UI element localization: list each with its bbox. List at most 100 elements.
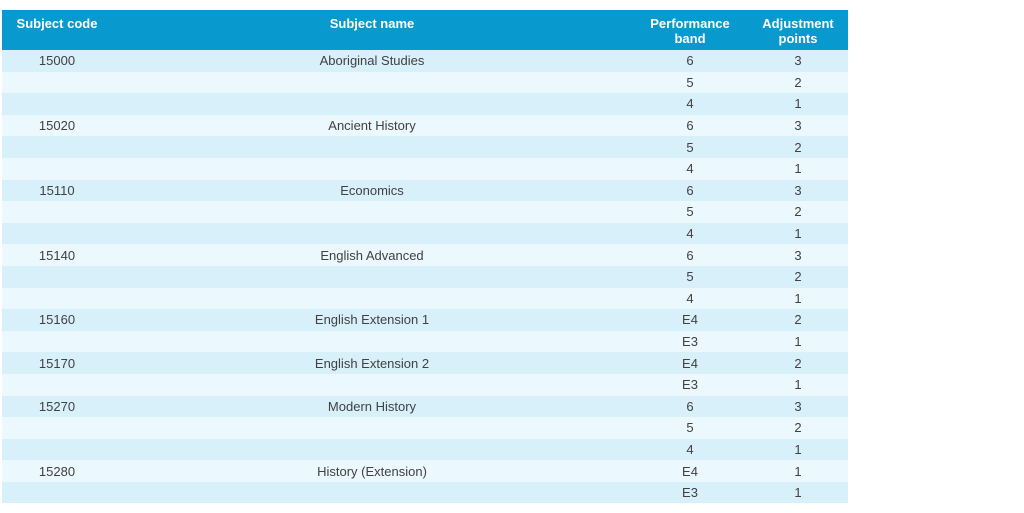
performance-band-cell: 6 [686, 118, 694, 134]
column-header-subject-code: Subject code [2, 10, 112, 50]
subject-name-cell [112, 374, 632, 396]
subject-code-cell [2, 223, 112, 245]
table-row: 15000 Aboriginal Studies 6 3 [2, 50, 848, 72]
subject-name-cell [112, 158, 632, 180]
adjustment-points-cell: 3 [794, 247, 802, 263]
adjustment-points-cell: 3 [794, 118, 802, 134]
performance-band-cell: 5 [686, 269, 694, 285]
table-row: E3 1 [2, 373, 848, 396]
subject-name-cell [112, 482, 632, 504]
subject-code-cell: 15140 [38, 247, 76, 263]
table-row: 15160 English Extension 1 E4 2 [2, 309, 848, 331]
subject-code-cell [2, 417, 112, 439]
subject-name-cell [112, 288, 632, 310]
subject-code-cell [2, 201, 112, 223]
performance-band-cell: E4 [682, 355, 698, 371]
subject-name-cell: Aboriginal Studies [319, 53, 425, 69]
performance-band-cell: E3 [682, 377, 698, 393]
subject-name-cell: Ancient History [328, 118, 416, 134]
subject-name-cell [112, 136, 632, 158]
performance-band-cell: E4 [682, 463, 698, 479]
table-header: Subject code Subject name Performance ba… [2, 10, 848, 50]
subject-name-cell [112, 331, 632, 353]
performance-band-cell: 4 [686, 96, 694, 112]
subject-code-cell: 15270 [38, 398, 76, 414]
performance-band-cell: 4 [686, 161, 694, 177]
adjustment-points-cell: 3 [794, 53, 802, 69]
subject-code-cell [2, 266, 112, 288]
subject-code-cell [2, 374, 112, 396]
adjustment-points-cell: 2 [794, 204, 802, 220]
column-header-subject-name: Subject name [112, 10, 632, 50]
header-row: Subject code Subject name Performance ba… [2, 10, 848, 50]
subject-code-cell [2, 158, 112, 180]
table-row: E3 1 [2, 481, 848, 504]
performance-band-cell: 6 [686, 398, 694, 414]
adjustment-points-cell: 3 [794, 182, 802, 198]
subject-code-cell: 15000 [38, 53, 76, 69]
table-row: 15020 Ancient History 6 3 [2, 114, 848, 137]
column-header-performance-band: Performance band [632, 10, 748, 50]
subject-code-cell: 15160 [38, 312, 76, 328]
adjustment-points-table: Subject code Subject name Performance ba… [2, 10, 848, 504]
subject-name-cell [112, 266, 632, 288]
subject-code-cell: 15170 [38, 355, 76, 371]
adjustment-points-cell: 1 [794, 441, 802, 457]
subject-name-cell [112, 201, 632, 223]
adjustment-points-cell: 2 [794, 139, 802, 155]
subject-code-cell [2, 136, 112, 158]
performance-band-cell: 6 [686, 53, 694, 69]
adjustment-points-cell: 1 [794, 96, 802, 112]
subject-name-cell: English Extension 2 [314, 355, 430, 371]
adjustment-points-cell: 1 [794, 377, 802, 393]
subject-name-cell [112, 439, 632, 461]
subject-code-cell [2, 288, 112, 310]
adjustment-points-cell: 3 [794, 398, 802, 414]
performance-band-cell: 5 [686, 420, 694, 436]
subject-code-cell [2, 72, 112, 94]
column-header-adjustment-points: Adjustment points [748, 10, 848, 50]
adjustment-points-cell: 1 [794, 290, 802, 306]
subject-name-cell: History (Extension) [317, 463, 427, 479]
adjustment-points-cell: 1 [794, 485, 802, 501]
subject-code-cell [2, 482, 112, 504]
subject-name-cell [112, 93, 632, 115]
table-row: E3 1 [2, 330, 848, 353]
performance-band-cell: 4 [686, 441, 694, 457]
performance-band-cell: 5 [686, 74, 694, 90]
subject-code-cell [2, 331, 112, 353]
performance-band-cell: E3 [682, 334, 698, 350]
adjustment-points-cell: 2 [794, 420, 802, 436]
performance-band-cell: 5 [686, 204, 694, 220]
subject-name-cell [112, 223, 632, 245]
subject-name-cell: Economics [340, 182, 404, 198]
adjustment-points-cell: 2 [794, 355, 802, 371]
performance-band-cell: 6 [686, 182, 694, 198]
table-row: 15140 English Advanced 6 3 [2, 244, 848, 266]
adjustment-points-cell: 1 [794, 334, 802, 350]
subject-name-cell: English Extension 1 [314, 312, 430, 328]
table-body: 15000 Aboriginal Studies 6 3 5 2 4 1 15020 Ancien… [2, 50, 848, 504]
subject-name-cell [112, 72, 632, 94]
adjustment-points-cell: 2 [794, 312, 802, 328]
table-row: 15170 English Extension 2 E4 2 [2, 352, 848, 374]
subject-code-cell: 15280 [38, 463, 76, 479]
subject-code-cell: 15110 [39, 182, 75, 198]
table-row: 15270 Modern History 6 3 [2, 395, 848, 418]
subject-code-cell [2, 93, 112, 115]
subject-name-cell: English Advanced [320, 247, 424, 263]
performance-band-cell: E4 [682, 312, 698, 328]
subject-name-cell [112, 417, 632, 439]
performance-band-cell: 4 [686, 226, 694, 242]
subject-code-cell [2, 439, 112, 461]
